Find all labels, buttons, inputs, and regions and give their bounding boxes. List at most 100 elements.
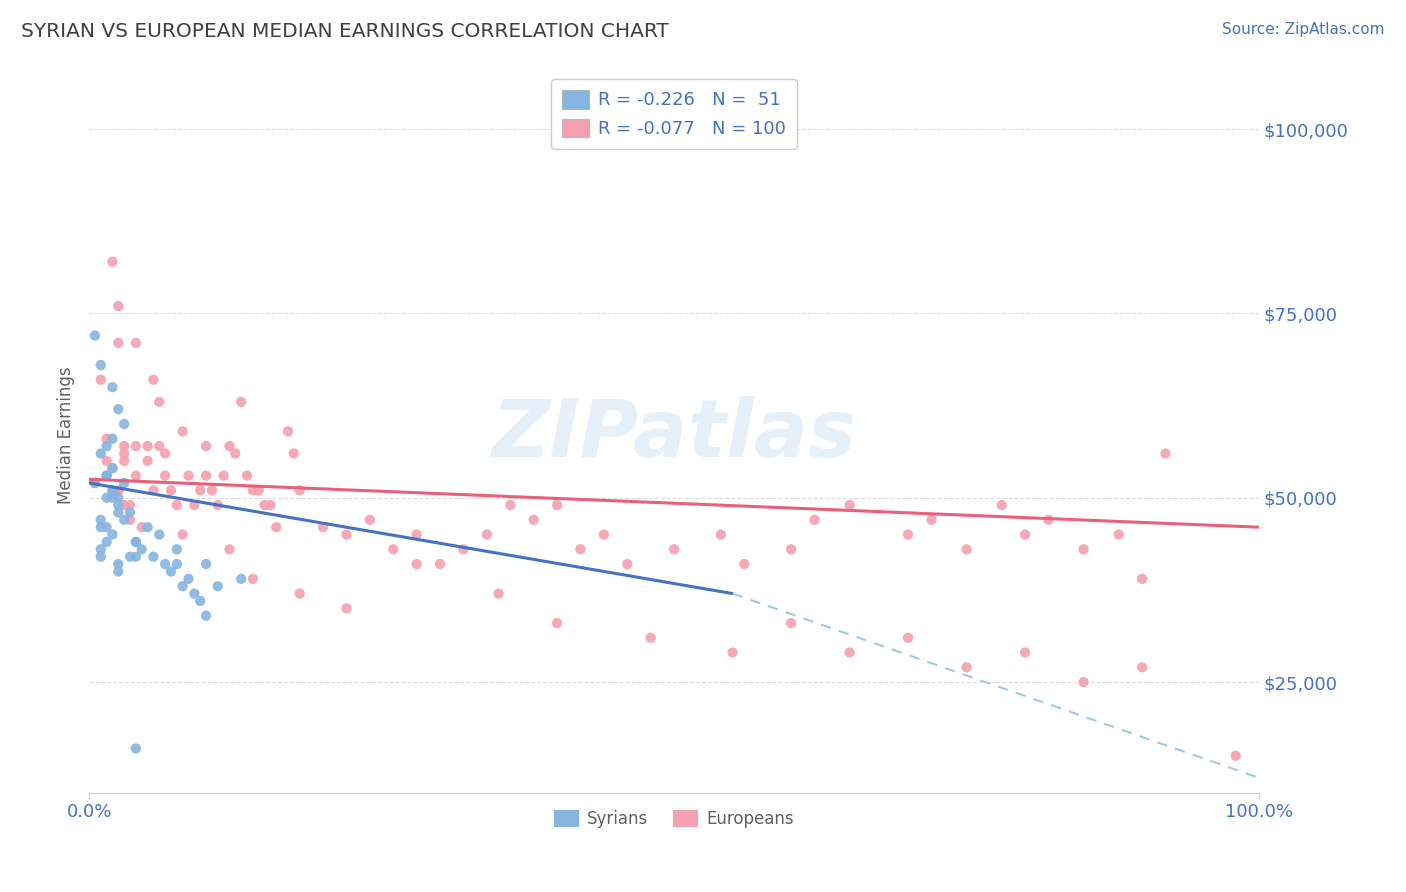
Point [90,446,112,460]
Point [166,498,188,512]
Point [153,446,176,460]
Point [188,594,211,608]
Point [335,601,357,615]
Point [212,468,235,483]
Point [107,483,129,498]
Point [125,535,148,549]
Point [136,439,159,453]
Point [1154,446,1177,460]
Point [921,513,943,527]
Point [1225,748,1247,763]
Point [107,506,129,520]
Point [84,475,107,490]
Point [897,527,920,541]
Point [96,439,118,453]
Point [136,454,159,468]
Point [107,335,129,350]
Point [101,254,124,268]
Point [253,498,276,512]
Point [90,549,112,564]
Point [125,549,148,564]
Point [1108,527,1130,541]
Point [242,572,264,586]
Point [136,520,159,534]
Point [101,483,124,498]
Point [142,373,165,387]
Point [259,498,281,512]
Point [112,446,135,460]
Point [1130,660,1153,674]
Point [312,520,335,534]
Point [142,549,165,564]
Point [107,402,129,417]
Point [224,446,246,460]
Point [118,498,141,512]
Text: Source: ZipAtlas.com: Source: ZipAtlas.com [1222,22,1385,37]
Point [236,468,259,483]
Point [640,631,662,645]
Point [429,557,451,571]
Point [288,586,311,600]
Point [90,520,112,534]
Text: ZIPatlas: ZIPatlas [492,396,856,474]
Point [780,542,803,557]
Point [195,608,218,623]
Point [183,586,205,600]
Point [283,446,305,460]
Point [897,631,920,645]
Point [96,535,118,549]
Point [160,483,183,498]
Point [207,579,229,593]
Point [84,475,107,490]
Point [107,491,129,505]
Point [359,513,381,527]
Point [231,395,253,409]
Point [96,491,118,505]
Point [546,616,568,631]
Point [118,513,141,527]
Point [101,461,124,475]
Point [405,527,427,541]
Point [188,483,211,498]
Point [112,439,135,453]
Point [838,498,860,512]
Point [335,527,357,541]
Point [1014,527,1036,541]
Point [96,468,118,483]
Point [592,527,614,541]
Point [277,425,299,439]
Point [990,498,1012,512]
Point [90,542,112,557]
Point [488,586,510,600]
Point [475,527,498,541]
Point [90,358,112,372]
Point [101,432,124,446]
Point [955,542,977,557]
Point [382,542,405,557]
Point [172,425,194,439]
Point [118,506,141,520]
Point [264,520,287,534]
Point [546,498,568,512]
Point [148,527,170,541]
Point [112,454,135,468]
Point [218,542,240,557]
Point [1073,675,1095,690]
Point [616,557,638,571]
Point [218,439,240,453]
Point [453,542,475,557]
Point [405,557,427,571]
Point [101,491,124,505]
Point [96,454,118,468]
Point [90,373,112,387]
Point [721,646,744,660]
Point [107,557,129,571]
Text: SYRIAN VS EUROPEAN MEDIAN EARNINGS CORRELATION CHART: SYRIAN VS EUROPEAN MEDIAN EARNINGS CORRE… [21,22,669,41]
Point [84,328,107,343]
Point [96,468,118,483]
Point [662,542,685,557]
Point [838,646,860,660]
Point [231,572,253,586]
Point [101,527,124,541]
Point [101,483,124,498]
